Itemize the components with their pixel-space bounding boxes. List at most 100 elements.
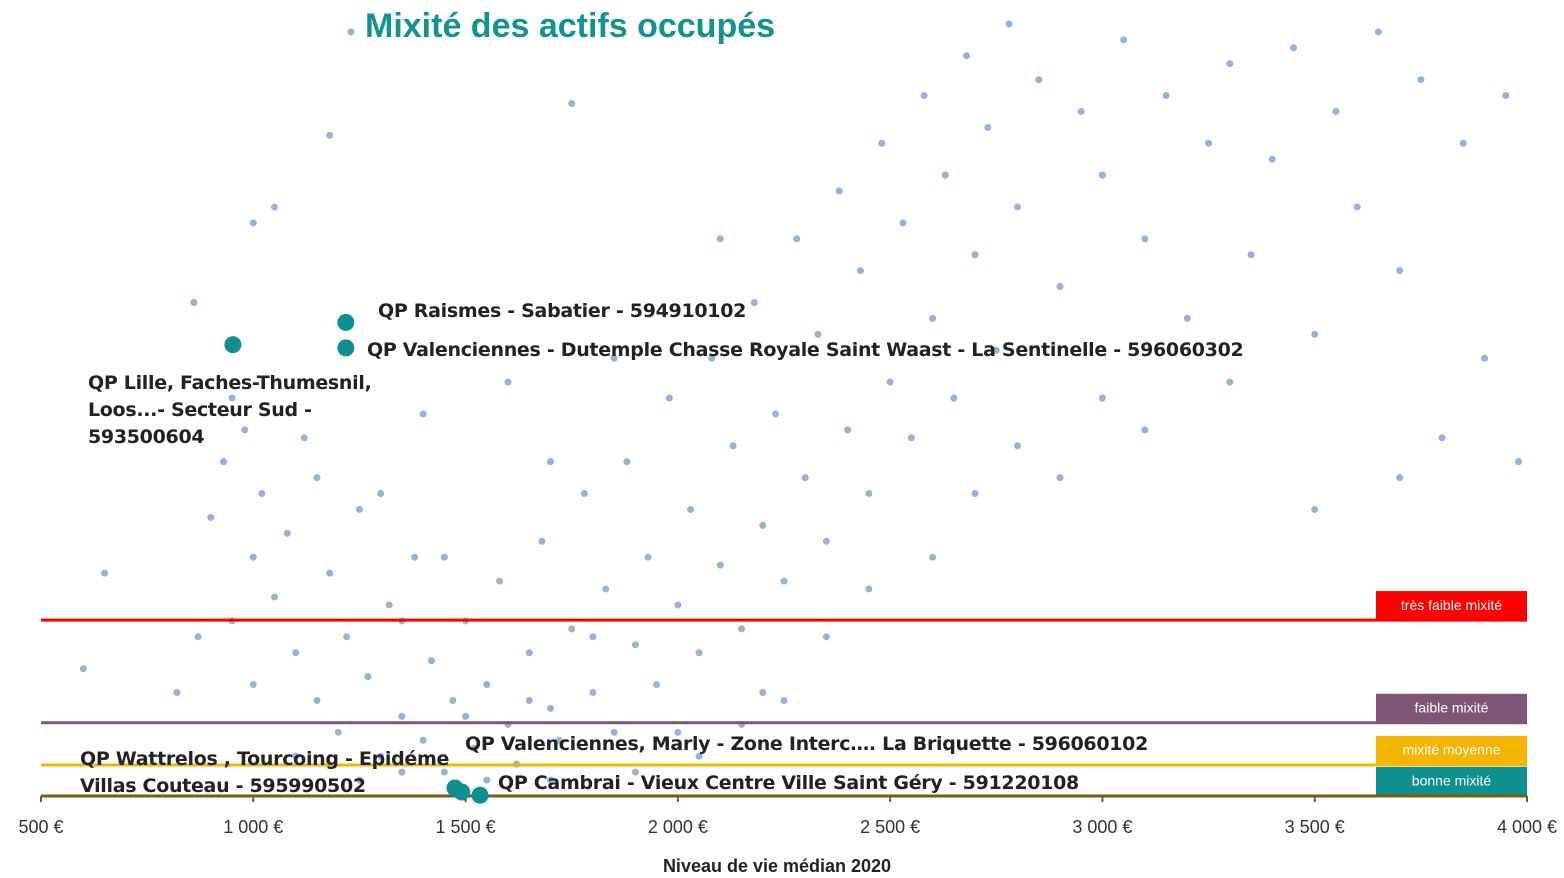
point-label: QP Valenciennes, Marly - Zone Interc…. L… (465, 733, 1149, 755)
point (525, 649, 533, 657)
point (992, 346, 1000, 354)
point (1268, 155, 1276, 163)
x-tick-label: 4 000 € (1497, 817, 1557, 837)
highlight-point (224, 336, 242, 354)
point (644, 553, 652, 561)
point (1226, 60, 1234, 68)
point (759, 521, 767, 529)
point (589, 689, 597, 697)
point (398, 712, 406, 720)
point (814, 330, 822, 338)
point (1502, 92, 1510, 100)
point (580, 490, 588, 498)
point (950, 394, 958, 402)
point (1014, 442, 1022, 450)
point (271, 203, 279, 211)
point (602, 585, 610, 593)
point-label: QP Lille, Faches-Thumesnil, Loos...- Sec… (88, 372, 372, 448)
point (1141, 426, 1149, 434)
point (695, 752, 703, 760)
point-label: QP Raismes - Sabatier - 594910102 (378, 300, 747, 322)
highlight-point (337, 339, 355, 357)
point (865, 585, 873, 593)
point (1289, 44, 1297, 52)
point (750, 298, 758, 306)
point (1056, 283, 1064, 291)
point (1035, 76, 1043, 84)
point (716, 561, 724, 569)
point (419, 736, 427, 744)
threshold-box (1376, 693, 1527, 722)
point (963, 52, 971, 60)
point (844, 426, 852, 434)
point (300, 434, 308, 442)
x-tick-label: 3 000 € (1072, 817, 1132, 837)
point (1098, 171, 1106, 179)
point (249, 681, 257, 689)
point (1247, 251, 1255, 259)
point (610, 728, 618, 736)
point (546, 776, 554, 784)
point (190, 298, 198, 306)
point (228, 394, 236, 402)
point (865, 490, 873, 498)
highlight-point (471, 786, 489, 804)
point (665, 394, 673, 402)
point (449, 696, 457, 704)
point (1396, 474, 1404, 482)
point (377, 490, 385, 498)
point (835, 187, 843, 195)
point (971, 490, 979, 498)
point (364, 673, 372, 681)
point (1311, 330, 1319, 338)
point (1332, 107, 1340, 115)
point (334, 728, 342, 736)
point (258, 490, 266, 498)
threshold-box (1376, 591, 1527, 620)
point (249, 553, 257, 561)
point (546, 458, 554, 466)
threshold-label: bonne mixité (1412, 773, 1492, 789)
point (1141, 235, 1149, 243)
threshold-label: très faible mixité (1401, 597, 1502, 613)
point (1205, 139, 1213, 147)
point (355, 776, 363, 784)
point (674, 728, 682, 736)
point (674, 601, 682, 609)
point (886, 378, 894, 386)
point (462, 712, 470, 720)
point (907, 434, 915, 442)
point (1005, 20, 1013, 28)
point (504, 378, 512, 386)
point (292, 752, 300, 760)
point (483, 681, 491, 689)
point (385, 601, 393, 609)
point (941, 171, 949, 179)
point (1056, 474, 1064, 482)
point (220, 458, 228, 466)
point (1226, 378, 1234, 386)
point (271, 593, 279, 601)
point (822, 633, 830, 641)
point (780, 696, 788, 704)
point-label: QP Wattrelos , Tourcoing - Epidéme Villa… (80, 748, 450, 797)
point (631, 641, 639, 649)
x-tick-label: 1 000 € (223, 817, 283, 837)
point (716, 235, 724, 243)
threshold-box (1376, 767, 1527, 795)
point (878, 139, 886, 147)
point (801, 474, 809, 482)
point (249, 219, 257, 227)
point (1353, 203, 1361, 211)
point (1014, 203, 1022, 211)
point (411, 553, 419, 561)
point (1120, 36, 1128, 44)
point (822, 537, 830, 545)
point (1374, 28, 1382, 36)
point (555, 736, 563, 744)
point (440, 768, 448, 776)
point (653, 681, 661, 689)
point (546, 704, 554, 712)
point (538, 537, 546, 545)
